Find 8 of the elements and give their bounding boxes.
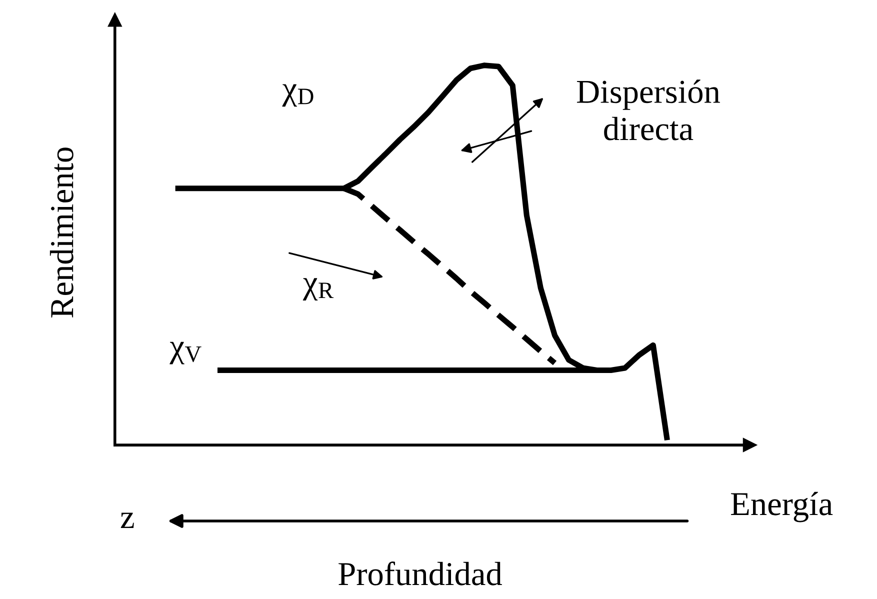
text: Profundidad bbox=[338, 562, 502, 586]
text: z bbox=[120, 512, 134, 528]
y-axis-title: Rendimiento bbox=[50, 148, 74, 318]
annotation: Dispersión directa bbox=[576, 80, 720, 140]
legend-label: χ$_{R}$ bbox=[302, 278, 334, 301]
text: χ$_{D}$ bbox=[282, 84, 314, 107]
series-label: χ$_{V}$ bbox=[170, 342, 202, 364]
x-axis-title: Energía bbox=[731, 492, 833, 522]
